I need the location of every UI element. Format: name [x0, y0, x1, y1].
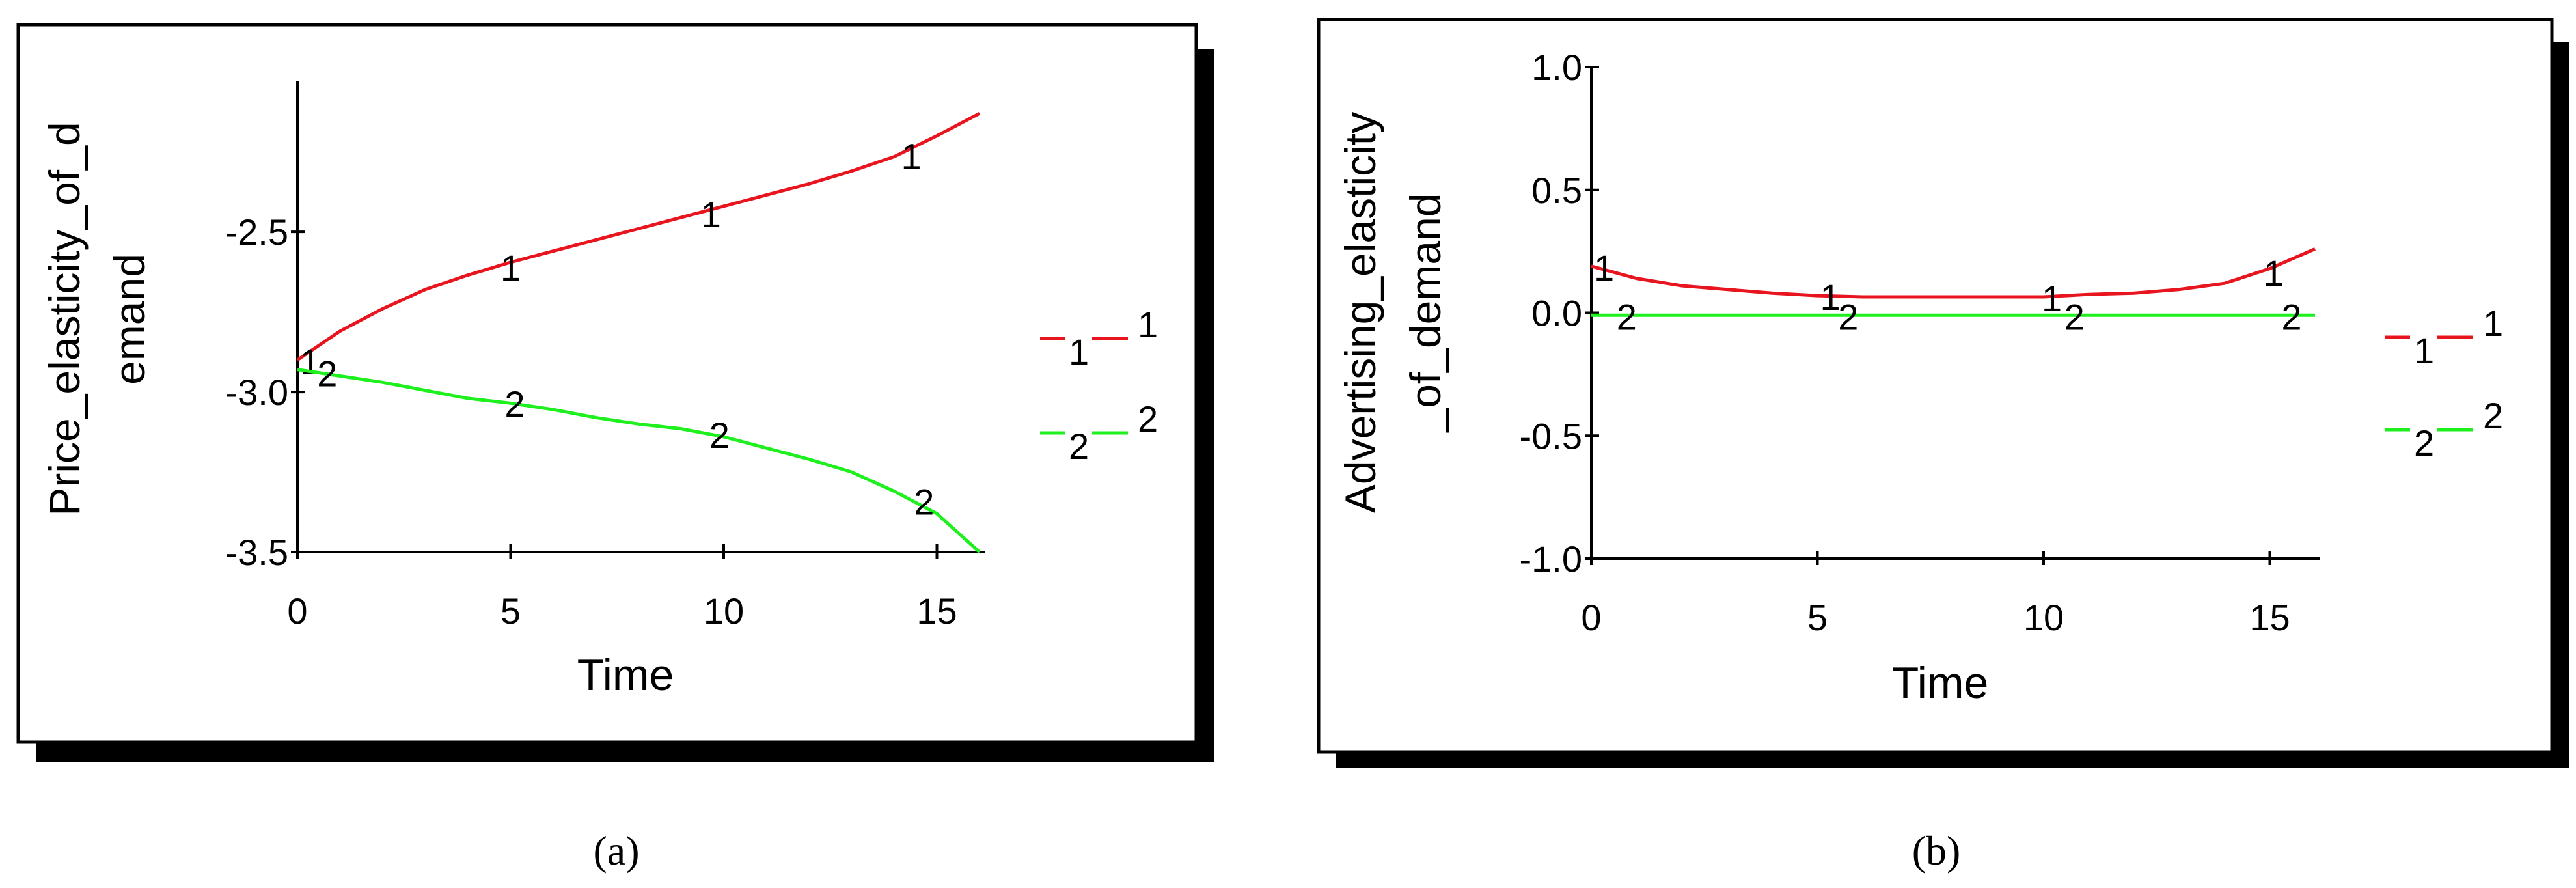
panel-b: -1.0 -0.5 0.0 0.5 1.0 0 5 10 15 Time Advertising_e…	[1317, 18, 2569, 874]
series-1-marker: 1	[2042, 278, 2062, 319]
series-2-marker: 2	[1617, 296, 1637, 337]
x-tick-label: 10	[2023, 597, 2064, 638]
y-tick-label: -2.5	[226, 212, 289, 253]
legend-marker: 2	[1069, 426, 1089, 467]
panel-a-plot: -3.5 -3.0 -2.5 0 5 10 15 Time Price_elasticity_o…	[40, 81, 1158, 700]
y-axis-label-line: emand	[105, 253, 154, 385]
y-tick-label: -3.0	[226, 372, 289, 413]
legend-marker: 2	[2414, 423, 2434, 464]
y-axis-label-line: Price_elasticity_of_d	[40, 122, 89, 516]
series-1-marker: 1	[300, 341, 320, 382]
y-axis-label-line: _of_demand	[1401, 193, 1449, 433]
panel-a-caption: (a)	[593, 827, 639, 874]
y-tick-label: 0.5	[1531, 170, 1582, 211]
series-1-marker: 1	[2264, 253, 2284, 294]
legend-key: 1	[1138, 304, 1158, 345]
legend-key: 2	[1138, 398, 1158, 439]
legend-key: 2	[2483, 395, 2503, 436]
panel-a: -3.5 -3.0 -2.5 0 5 10 15 Time Price_elasticity_o…	[16, 23, 1214, 874]
y-tick-label: 0.0	[1531, 293, 1582, 334]
series-2-marker: 2	[317, 354, 337, 395]
series-1-marker: 1	[901, 135, 922, 176]
series-1-marker: 1	[1820, 277, 1841, 318]
legend-marker: 1	[2414, 330, 2434, 371]
panel-a-frame	[16, 23, 1198, 744]
series-1-marker: 1	[701, 194, 721, 235]
y-tick-label: 1.0	[1531, 47, 1582, 88]
series-1-marker: 1	[1594, 247, 1614, 288]
x-axis-label: Time	[577, 650, 674, 700]
series-2-line	[297, 368, 981, 553]
x-tick-label: 15	[2249, 597, 2290, 638]
series-2-marker: 2	[504, 383, 525, 424]
y-tick-label: -0.5	[1520, 415, 1583, 456]
series-1-line	[1591, 247, 2316, 299]
x-tick-label: 0	[287, 590, 307, 631]
y-tick-label: -3.5	[226, 532, 289, 573]
y-tick-label: -1.0	[1520, 538, 1583, 579]
x-tick-label: 0	[1581, 597, 1601, 638]
series-1-line	[296, 111, 981, 361]
series-2-marker: 2	[709, 415, 730, 456]
x-tick-label: 5	[1807, 597, 1828, 638]
panel-b-frame	[1317, 18, 2554, 754]
x-tick-label: 5	[500, 590, 521, 631]
series-2-marker: 2	[2064, 296, 2085, 337]
panel-b-plot: -1.0 -0.5 0.0 0.5 1.0 0 5 10 15 Time Advertising_e…	[1336, 47, 2503, 708]
panel-b-caption: (b)	[1912, 827, 1961, 874]
legend-marker: 1	[1069, 331, 1089, 372]
x-tick-label: 15	[916, 590, 957, 631]
x-axis-label: Time	[1892, 658, 1989, 708]
series-2-marker: 2	[1838, 296, 1858, 337]
x-tick-label: 10	[704, 590, 744, 631]
series-2-marker: 2	[914, 481, 934, 522]
legend-key: 1	[2483, 303, 2503, 344]
y-axis-label-line: Advertising_elasticity	[1336, 112, 1384, 513]
series-2-marker: 2	[2281, 296, 2301, 337]
series-1-marker: 1	[500, 247, 521, 288]
